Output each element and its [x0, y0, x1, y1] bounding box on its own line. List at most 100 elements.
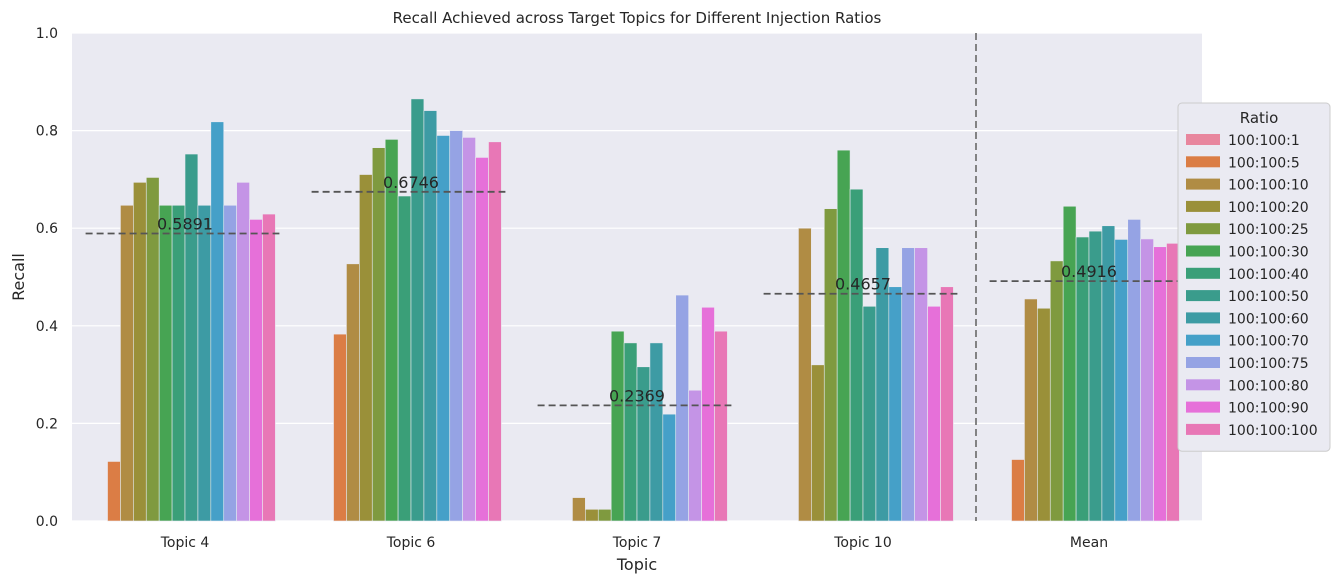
bar: [940, 286, 954, 522]
bar: [436, 135, 451, 522]
legend-entry-label: 100:100:60: [1228, 311, 1309, 327]
y-tick-label: 1.0: [36, 26, 58, 42]
bar: [1062, 205, 1077, 522]
bar: [714, 330, 728, 522]
bar: [688, 389, 702, 522]
bar: [649, 342, 664, 522]
y-ticks: 0.0 0.2 0.4 0.6 0.8 1.0: [36, 26, 58, 530]
chart-title: Recall Achieved across Target Topics for…: [393, 9, 882, 27]
x-axis-label: Topic: [616, 555, 657, 574]
bar: [1166, 243, 1180, 522]
legend-entry-label: 100:100:10: [1228, 178, 1309, 194]
bar: [488, 141, 502, 522]
legend-swatch: [1186, 379, 1220, 391]
mean-lines: 0.5891 0.6746 0.2369 0.4657 0.4916: [85, 33, 1184, 521]
legend-swatch: [1186, 223, 1220, 235]
bar: [107, 461, 121, 522]
bar: [701, 306, 715, 522]
legend-swatch: [1186, 156, 1220, 168]
bar: [346, 263, 360, 522]
bar: [249, 219, 263, 522]
bar: [597, 508, 612, 522]
legend-swatch: [1186, 134, 1220, 145]
bar: [572, 497, 586, 522]
bar: [675, 294, 689, 522]
bar: [262, 213, 276, 522]
bar: [223, 204, 237, 522]
legend-entry-label: 100:100:80: [1228, 378, 1309, 394]
y-tick-label: 0.6: [36, 221, 58, 237]
legend-swatch: [1186, 267, 1220, 279]
bar: [862, 305, 877, 522]
bar: [798, 227, 812, 522]
legend-entry-label: 100:100:70: [1228, 334, 1309, 350]
bar: [1127, 219, 1141, 522]
legend-swatch: [1186, 178, 1220, 190]
legend-entry-label: 100:100:20: [1228, 200, 1309, 216]
bar: [585, 508, 599, 522]
legend-entry-label: 100:100:25: [1228, 222, 1309, 238]
y-axis-label: Recall: [9, 253, 28, 301]
bar: [823, 208, 838, 522]
legend-entry-label: 100:100:50: [1228, 289, 1309, 305]
bar: [836, 149, 851, 522]
y-tick-label: 0.2: [36, 416, 58, 432]
x-tick-label: Topic 7: [612, 535, 662, 551]
bar: [1153, 246, 1167, 522]
bar: [371, 147, 386, 522]
legend-entry-label: 100:100:30: [1228, 245, 1309, 261]
bar: [888, 286, 903, 522]
bar: [197, 204, 212, 522]
y-tick-label: 0.4: [36, 319, 58, 335]
legend-swatch: [1186, 357, 1220, 368]
bar: [1037, 307, 1051, 522]
legend: Ratio 100:100:1 100:100:5 100:100:10 100:100…: [1177, 102, 1331, 452]
legend-entry-label: 100:100:75: [1228, 356, 1309, 372]
legend-swatch: [1186, 334, 1220, 346]
bar: [901, 247, 915, 522]
mean-label: 0.5891: [157, 215, 213, 234]
x-tick-label: Topic 4: [160, 535, 210, 551]
y-tick-label: 0.0: [36, 514, 58, 530]
bar: [359, 174, 373, 522]
bar: [914, 247, 928, 522]
legend-swatch: [1186, 401, 1220, 413]
bar: [410, 98, 425, 522]
bar: [1011, 459, 1025, 522]
bar: [184, 153, 199, 522]
legend-swatch: [1186, 312, 1220, 324]
bar: [610, 330, 625, 522]
legend-entry-label: 100:100:100: [1228, 423, 1318, 439]
bar: [1024, 298, 1038, 522]
bar: [811, 364, 825, 522]
x-tick-label: Topic 10: [833, 535, 891, 551]
x-ticks: Topic 4 Topic 6 Topic 7 Topic 10 Mean: [160, 535, 1108, 551]
mean-label: 0.4657: [835, 275, 891, 294]
bar: [171, 204, 186, 522]
bar: [927, 305, 941, 522]
bar: [158, 204, 173, 522]
bar: [384, 139, 399, 522]
legend-swatch: [1186, 200, 1220, 212]
mean-label: 0.6746: [383, 173, 439, 192]
legend-swatch: [1186, 245, 1220, 257]
legend-swatch: [1186, 423, 1220, 435]
bar: [1049, 260, 1064, 522]
bar: [623, 342, 638, 522]
bar: [849, 188, 864, 522]
bar: [662, 413, 677, 522]
legend-entry-label: 100:100:90: [1228, 401, 1309, 417]
bar: [333, 333, 347, 522]
legend-entry-label: 100:100:40: [1228, 267, 1309, 283]
legend-title: Ratio: [1240, 109, 1279, 127]
legend-entry-label: 100:100:1: [1228, 133, 1300, 149]
x-tick-label: Mean: [1070, 535, 1108, 551]
bar: [449, 130, 463, 522]
y-tick-label: 0.8: [36, 124, 58, 140]
bar: [120, 204, 134, 522]
legend-entry-label: 100:100:5: [1228, 155, 1300, 171]
bar: [397, 195, 412, 522]
x-tick-label: Topic 6: [386, 535, 436, 551]
bar: [462, 137, 476, 522]
